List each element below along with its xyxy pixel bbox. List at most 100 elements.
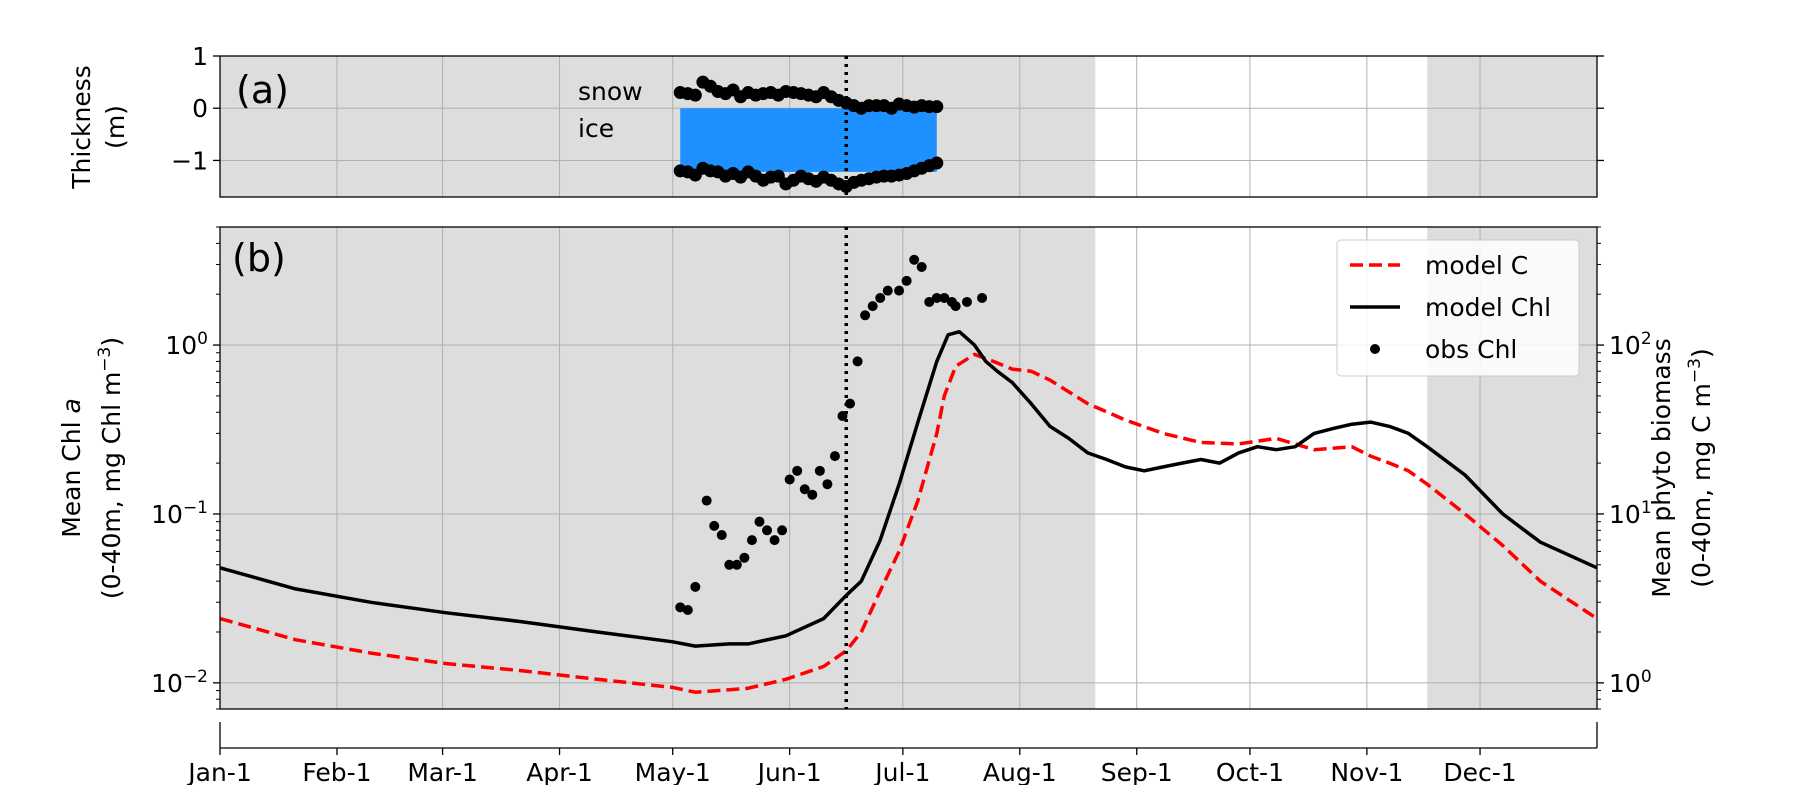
panel-a: 1 0 −1 (a) snow ice Thickness (m) (67, 42, 1604, 198)
y2-tick-label-b: 100 (1609, 667, 1652, 698)
x-tick-label: Jun-1 (756, 758, 822, 785)
obs-chl-point (977, 292, 988, 303)
x-tick-label: Nov-1 (1330, 758, 1403, 785)
x-tick-label: Aug-1 (983, 758, 1057, 785)
obs-chl-point (822, 479, 833, 490)
obs-chl-point (931, 292, 942, 303)
obs-chl-point (746, 535, 757, 546)
ice-rect (680, 108, 937, 172)
y-tick-label-b: 10−1 (151, 498, 208, 529)
model-chl-line (219, 329, 1598, 648)
y-axis-units-b-main: (0-40m, mg Chl m (97, 372, 126, 599)
obs-chl-point (909, 254, 920, 265)
y-axis-label-a: Thickness (67, 65, 96, 190)
y2-tick-label-b: 102 (1609, 329, 1652, 360)
y2-axis-units-b-sup: −3 (1685, 358, 1705, 383)
y-tick-label-a: −1 (171, 146, 208, 175)
obs-chl-point (875, 292, 886, 303)
obs-chl-point (762, 525, 773, 536)
panel-b: 100 10−1 10−2 102 101 100 (b) Mean Chl a (0-… (57, 226, 1716, 710)
obs-chl-point (769, 535, 780, 546)
obs-chl-point (852, 356, 863, 367)
obs-chl-point (939, 292, 950, 303)
shaded-regions-a (220, 56, 1597, 197)
y-tick-label-a: 1 (192, 42, 208, 71)
y-tick-label-b: 100 (165, 329, 208, 360)
obs-chl-point (784, 474, 795, 485)
legend-swatch-obs-chl (1370, 344, 1380, 354)
obs-chl-point (690, 581, 701, 592)
series-lines (219, 329, 1598, 694)
annotation-snow: snow (578, 77, 643, 106)
shaded-region (220, 56, 1096, 197)
annotation-ice: ice (578, 114, 614, 143)
x-tick-label: May-1 (635, 758, 711, 785)
legend-label-model-chl: model Chl (1425, 293, 1551, 322)
obs-chl-point (867, 301, 878, 312)
y-axis-units-b: (0-40m, mg Chl m−3) (95, 337, 126, 599)
snow-point (930, 100, 944, 114)
legend-box (1336, 239, 1580, 377)
obs-chl-point (792, 465, 803, 476)
y2-tick-label-b: 101 (1609, 498, 1652, 529)
obs-chl-point (860, 310, 871, 321)
legend-label-model-c: model C (1425, 251, 1528, 280)
obs-chl-point (961, 296, 972, 307)
x-tick-label: Oct-1 (1216, 758, 1284, 785)
legend-label-obs-chl: obs Chl (1425, 335, 1517, 364)
obs-chl-point (716, 530, 727, 541)
obs-chl-point (799, 484, 810, 495)
x-tick-label: Dec-1 (1443, 758, 1516, 785)
obs-chl-point (731, 559, 742, 570)
obs-chl-point (916, 261, 927, 272)
obs-chl-point (882, 285, 893, 296)
x-tick-label: Jul-1 (873, 758, 930, 785)
y-tick-label-b: 10−2 (151, 667, 208, 698)
shaded-region (1427, 56, 1597, 197)
obs-chl-point (829, 451, 840, 462)
model-c-line (219, 352, 1598, 694)
obs-chl-point (807, 489, 818, 500)
shaded-region (220, 227, 1096, 709)
thickness-points (673, 75, 944, 194)
obs-chl-point (754, 516, 765, 527)
y2-axis-units-b: (0-40m, mg C m−3) (1685, 348, 1716, 588)
obs-chl-point (709, 520, 720, 531)
y-axis-label-b-prefix: Mean Chl (57, 414, 86, 538)
obs-chl-point (701, 495, 712, 506)
obs-chl-point (901, 275, 912, 286)
obs-chl-point (814, 465, 825, 476)
y-tick-label-a: 0 (192, 94, 208, 123)
obs-chl-point (894, 285, 905, 296)
x-tick-label: Apr-1 (526, 758, 593, 785)
obs-chl-point (675, 602, 686, 613)
y-ticks-a: 1 0 −1 (171, 42, 1604, 175)
y2-axis-units-b-main: (0-40m, mg C m (1687, 383, 1716, 588)
obs-chl-point (924, 296, 935, 307)
x-tick-label: Jan-1 (186, 758, 251, 785)
x-tick-label: Mar-1 (407, 758, 478, 785)
y2-axis-label-b: Mean phyto biomass (1647, 338, 1676, 597)
legend: model C model Chl obs Chl (1336, 239, 1580, 377)
obs-chl-point (845, 398, 856, 409)
obs-chl-point (682, 604, 693, 615)
ice-bar (680, 108, 937, 172)
y-axis-label-b: Mean Chl a (57, 398, 86, 538)
x-tick-label: Feb-1 (302, 758, 371, 785)
ice-bottom-point (930, 156, 944, 170)
obs-chl-point (739, 552, 750, 563)
snow-point (688, 88, 702, 102)
y-ticks-b: 100 10−1 10−2 (151, 226, 220, 710)
y-axis-units-a: (m) (101, 105, 130, 149)
y-axis-units-b-end: ) (97, 337, 126, 347)
obs-chl-point (950, 301, 961, 312)
x-axis: Jan-1 Feb-1 Mar-1 Apr-1 May-1 Jun-1 Jul-1 Aug-1… (186, 722, 1598, 785)
obs-points (675, 254, 988, 615)
y2-ticks-b: 102 101 100 (1597, 226, 1652, 710)
axes-frame-a (219, 55, 1598, 198)
obs-chl-point (777, 525, 788, 536)
obs-chl-point (724, 559, 735, 570)
y2-axis-units-b-end: ) (1687, 348, 1716, 358)
panel-label-b: (b) (232, 236, 286, 280)
